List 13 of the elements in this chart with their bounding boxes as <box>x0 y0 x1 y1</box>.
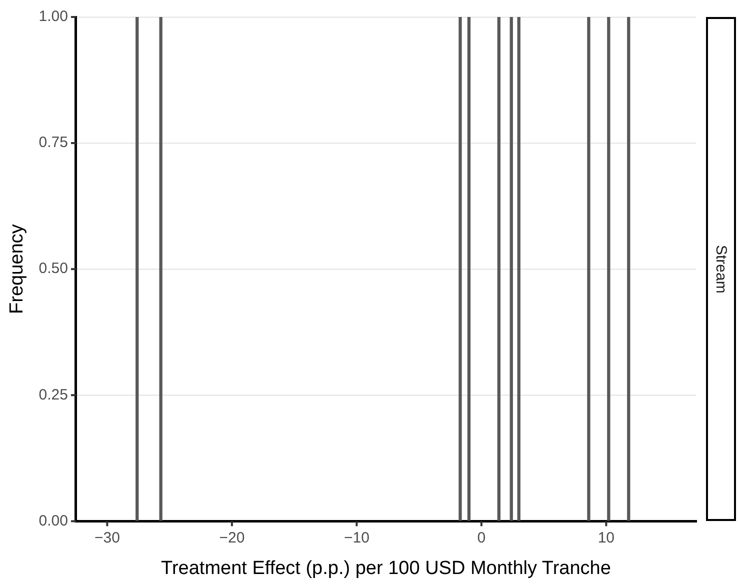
x-tick-label: 10 <box>598 529 615 546</box>
x-axis-title: Treatment Effect (p.p.) per 100 USD Monthly Tranche <box>161 558 611 579</box>
x-tick-label: 0 <box>477 529 486 546</box>
x-tick-label: −20 <box>219 529 245 546</box>
y-tick-label: 0.50 <box>38 260 68 278</box>
x-tick-label: −30 <box>94 529 120 546</box>
facet-strip: Stream <box>706 17 736 522</box>
x-tick-label: −10 <box>344 529 370 546</box>
y-tick-label: 0.25 <box>38 386 68 404</box>
y-tick-label: 0.00 <box>38 512 68 530</box>
y-tick-label: 1.00 <box>38 8 68 26</box>
y-tick-label: 0.75 <box>38 134 68 152</box>
y-axis-title: Frequency <box>6 224 28 314</box>
